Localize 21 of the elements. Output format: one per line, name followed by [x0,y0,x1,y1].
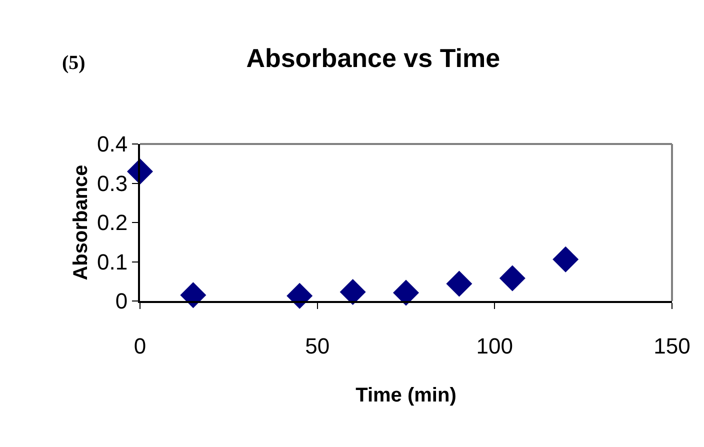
y-axis-title: Absorbance [70,164,92,280]
point [446,270,472,297]
x-axis-title: Time (min) [356,384,456,406]
y-tick-label: 0.1 [97,249,128,274]
y-tick-label: 0 [115,288,128,314]
y-tick-label: 0.3 [97,170,128,196]
point [499,265,526,292]
point [393,280,419,306]
point [340,278,366,305]
chart-title: Absorbance vs Time [246,43,500,74]
x-tick-label: 50 [305,333,330,358]
point [552,246,579,272]
point [127,158,153,184]
point [180,282,206,308]
text: (5) [62,52,86,74]
x-tick-label: 100 [476,333,514,358]
y-tick-label: 0.2 [97,210,128,236]
y-tick-label: 0.4 [97,132,128,157]
x-tick-label: 150 [654,333,690,358]
x-tick-label: 0 [134,333,146,358]
point [286,282,313,309]
